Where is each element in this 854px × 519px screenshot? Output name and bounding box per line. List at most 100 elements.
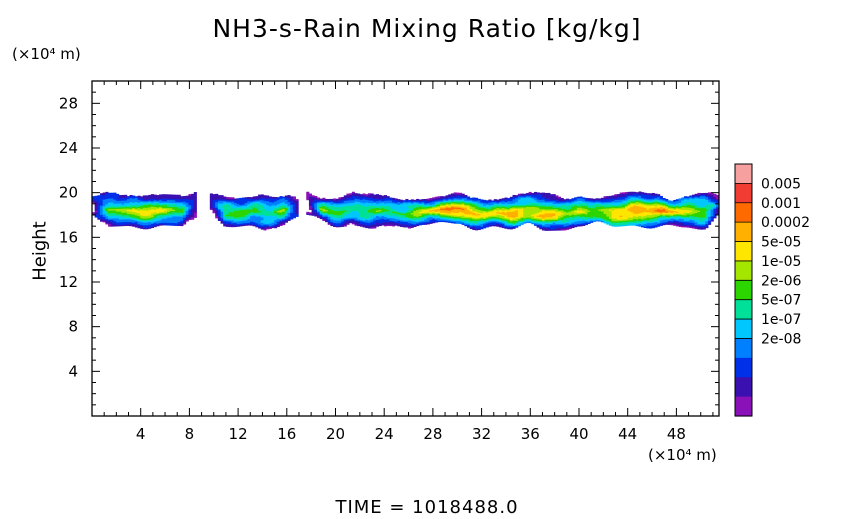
heatmap-cell	[625, 212, 629, 214]
heatmap-cell	[635, 192, 639, 194]
heatmap-cell	[223, 217, 227, 220]
heatmap-cell	[550, 216, 554, 219]
heatmap-cell	[367, 221, 371, 224]
heatmap-cell	[405, 220, 409, 223]
heatmap-cell	[483, 225, 487, 228]
heatmap-cell	[437, 204, 441, 207]
heatmap-cell	[488, 210, 492, 212]
heatmap-cell	[134, 211, 138, 213]
heatmap-cell	[274, 221, 278, 223]
heatmap-cell	[491, 217, 495, 220]
heatmap-cell	[145, 210, 149, 212]
heatmap-cell	[306, 195, 310, 198]
heatmap-cell	[558, 219, 562, 222]
heatmap-cell	[582, 210, 586, 213]
heatmap-cell	[710, 201, 714, 203]
heatmap-cell	[386, 196, 390, 198]
heatmap-cell	[287, 195, 291, 197]
heatmap-cell	[116, 205, 120, 208]
heatmap-cell	[341, 222, 345, 225]
heatmap-cell	[158, 213, 163, 215]
heatmap-cell	[258, 210, 262, 213]
heatmap-cell	[346, 206, 350, 209]
heatmap-cell	[659, 197, 663, 200]
heatmap-cell	[485, 217, 489, 220]
heatmap-cell	[113, 196, 117, 199]
heatmap-cell	[108, 206, 112, 208]
heatmap-cell	[558, 204, 562, 207]
heatmap-cell	[525, 198, 529, 201]
heatmap-cell	[657, 222, 661, 225]
heatmap-cell	[464, 223, 468, 225]
heatmap-cell	[287, 199, 291, 201]
heatmap-cell	[359, 195, 363, 198]
heatmap-cell	[252, 208, 256, 211]
heatmap-cell	[295, 213, 299, 216]
heatmap-cell	[241, 216, 246, 219]
heatmap-cell	[662, 203, 666, 206]
heatmap-cell	[622, 201, 626, 204]
heatmap-cell	[643, 223, 647, 226]
heatmap-cell	[635, 220, 639, 223]
heatmap-cell	[343, 207, 347, 210]
heatmap-cell	[507, 215, 511, 218]
heatmap-cell	[108, 214, 112, 216]
heatmap-cell	[539, 207, 543, 210]
heatmap-cell	[346, 197, 350, 200]
heatmap-cell	[595, 199, 599, 202]
x-tick-label: 24	[375, 425, 394, 443]
heatmap-cell	[172, 216, 176, 218]
heatmap-cell	[333, 198, 337, 201]
heatmap-cell	[279, 222, 283, 225]
heatmap-cell	[308, 200, 313, 202]
heatmap-cell	[651, 201, 655, 203]
heatmap-cell	[263, 227, 267, 230]
heatmap-cell	[252, 221, 256, 224]
heatmap-cell	[343, 206, 347, 208]
heatmap-cell	[362, 206, 366, 209]
heatmap-cell	[362, 194, 366, 197]
heatmap-cell	[359, 222, 363, 225]
heatmap-cell	[659, 222, 663, 225]
heatmap-cell	[367, 205, 371, 208]
heatmap-cell	[271, 212, 275, 215]
heatmap-cell	[268, 196, 272, 199]
heatmap-cell	[678, 198, 682, 201]
heatmap-cell	[600, 203, 604, 205]
heatmap-cell	[705, 215, 709, 218]
heatmap-cell	[370, 194, 374, 197]
heatmap-cell	[386, 208, 390, 210]
heatmap-cell	[252, 197, 256, 200]
heatmap-cell	[450, 196, 454, 198]
heatmap-cell	[493, 213, 497, 216]
heatmap-cell	[453, 200, 457, 203]
heatmap-cell	[533, 221, 538, 224]
heatmap-cell	[456, 200, 460, 203]
heatmap-cell	[515, 216, 519, 219]
heatmap-cell	[595, 211, 599, 214]
heatmap-cell	[191, 196, 195, 199]
heatmap-cell	[670, 215, 674, 218]
heatmap-cell	[367, 224, 371, 226]
heatmap-cell	[550, 206, 554, 208]
heatmap-cell	[670, 220, 674, 223]
heatmap-cell	[432, 218, 436, 221]
heatmap-cell	[616, 200, 621, 203]
heatmap-cell	[574, 221, 578, 224]
heatmap-cell	[175, 204, 179, 206]
heatmap-cell	[686, 205, 690, 208]
heatmap-cell	[555, 211, 559, 214]
heatmap-cell	[662, 207, 666, 210]
heatmap-cell	[100, 220, 104, 222]
heatmap-cell	[533, 198, 538, 201]
heatmap-cell	[236, 208, 240, 211]
heatmap-cell	[426, 217, 430, 220]
heatmap-cell	[590, 207, 594, 210]
heatmap-cell	[282, 201, 286, 204]
heatmap-cell	[167, 195, 171, 198]
heatmap-cell	[646, 203, 650, 206]
heatmap-cell	[284, 198, 288, 200]
heatmap-cell	[659, 201, 663, 204]
heatmap-cell	[700, 194, 704, 197]
heatmap-cell	[97, 204, 101, 207]
